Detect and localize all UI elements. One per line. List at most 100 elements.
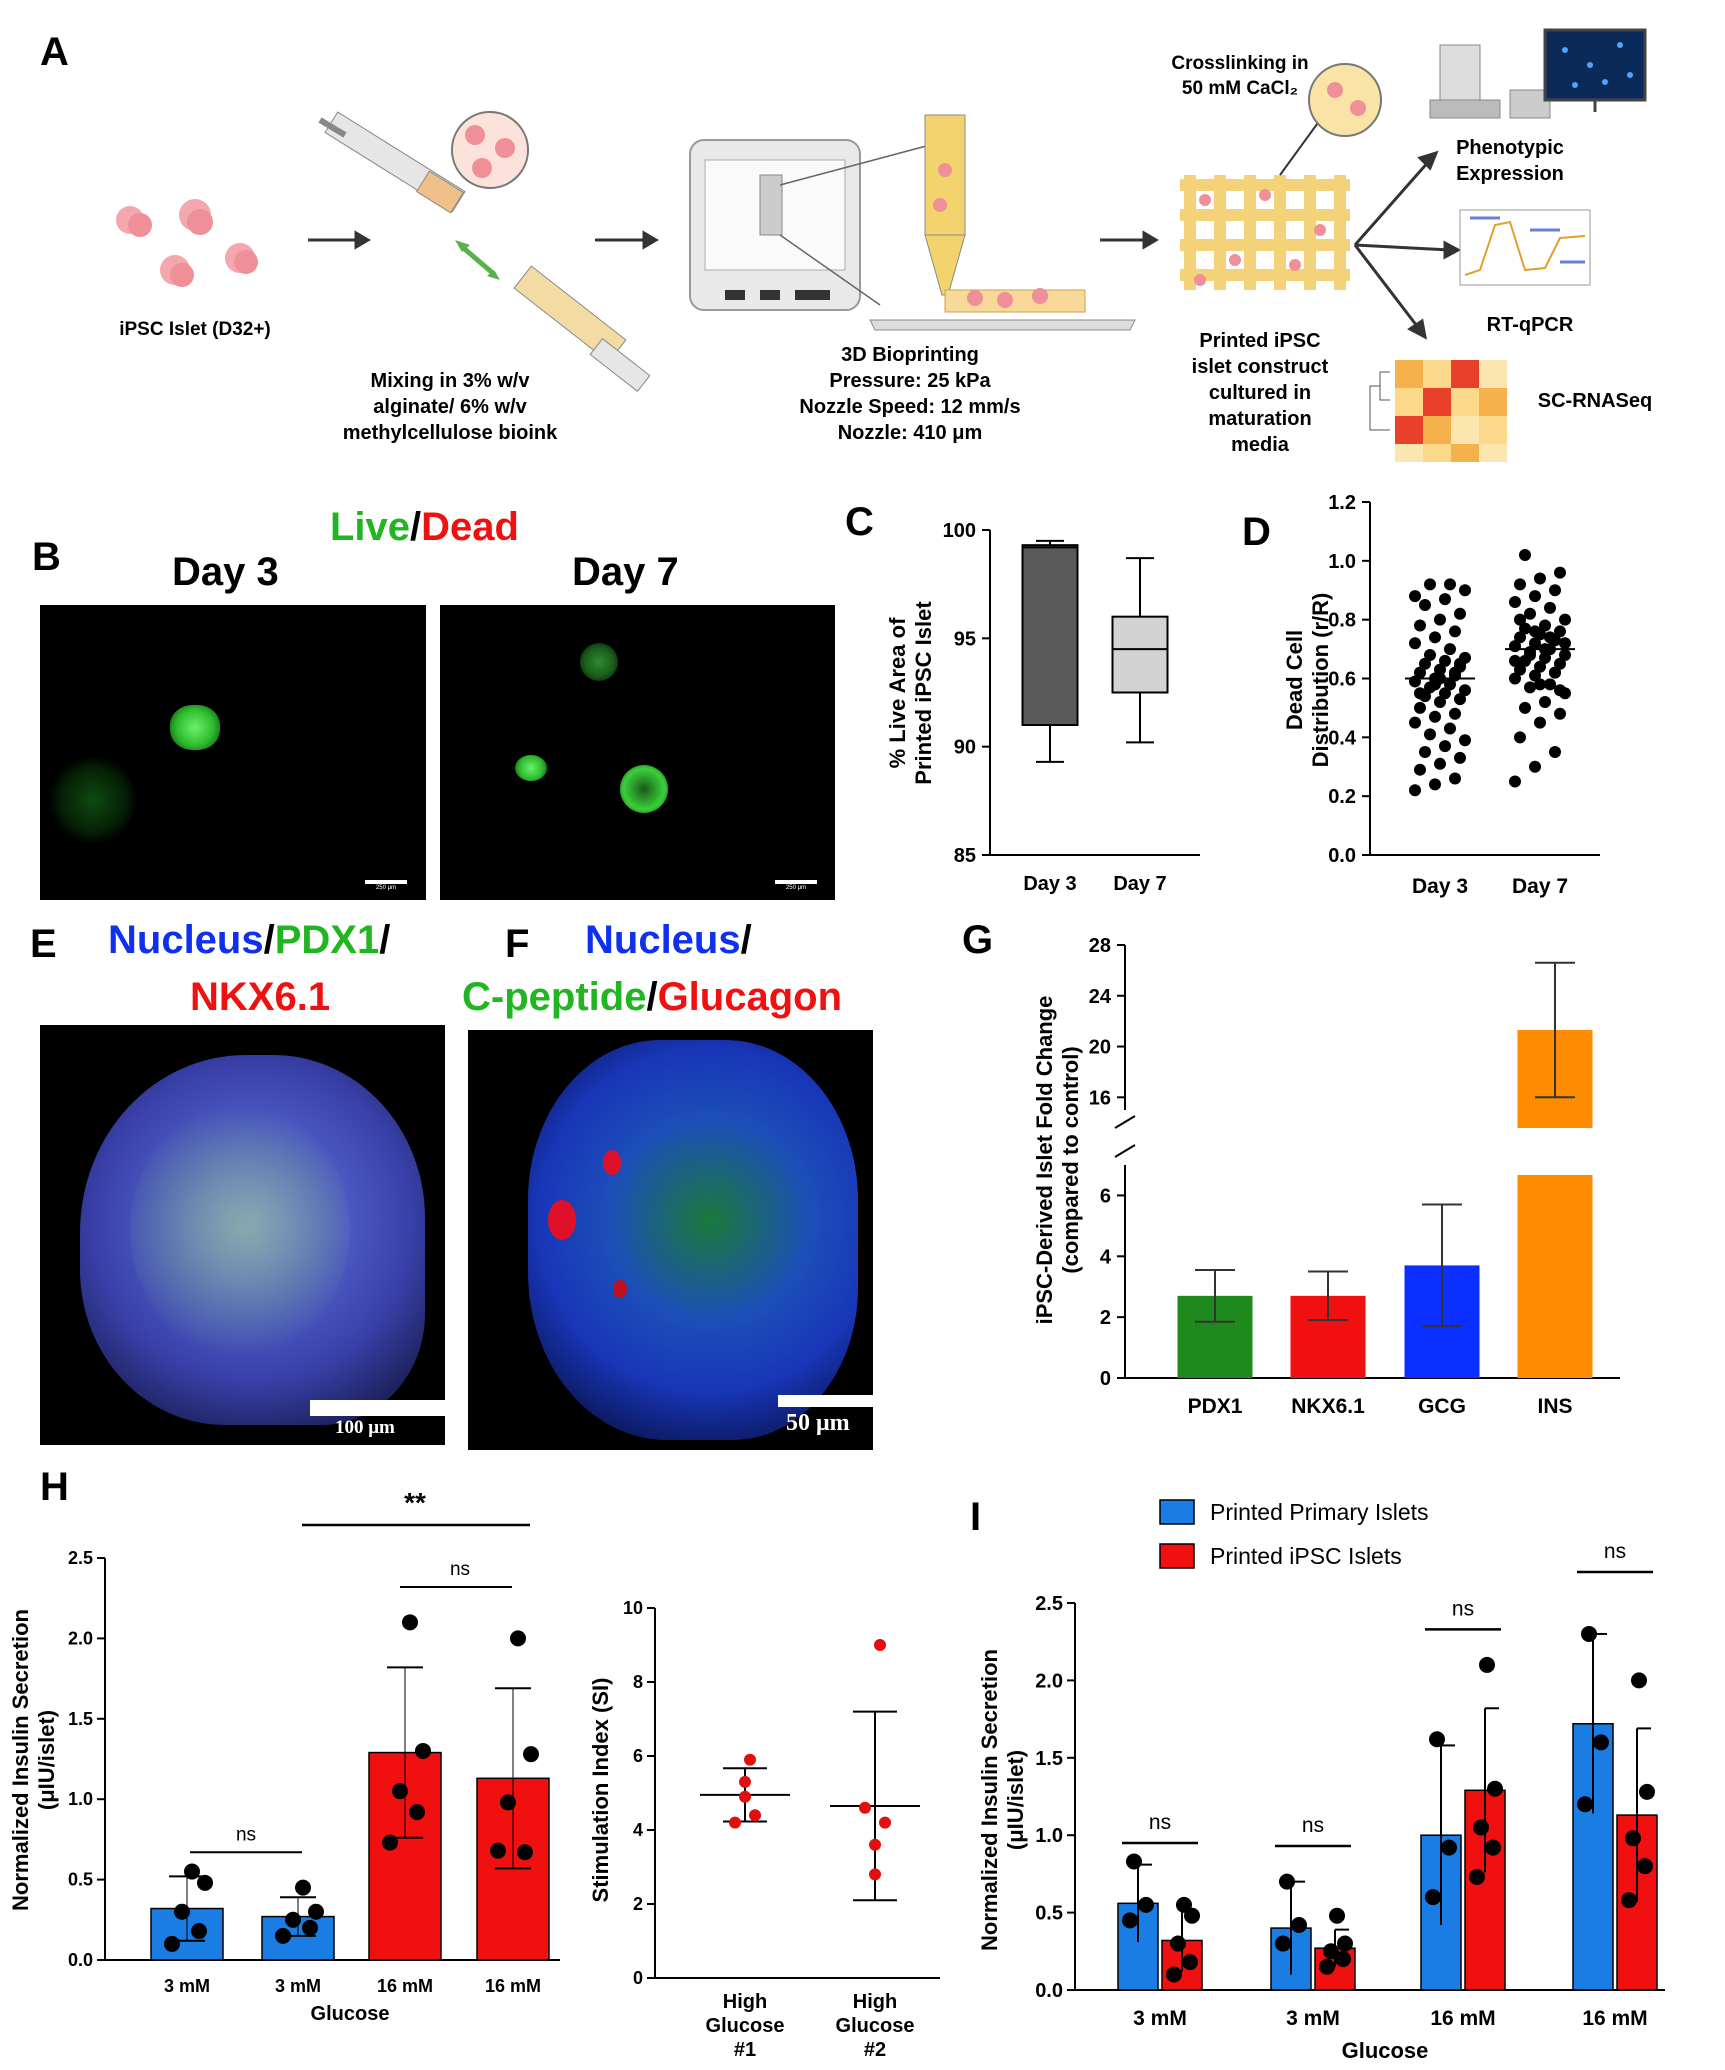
- i-point: [1337, 1935, 1353, 1952]
- e-scalebar-label: 100 μm: [335, 1417, 395, 1438]
- d-point: [1549, 746, 1561, 759]
- i-point: [1639, 1783, 1655, 1800]
- d-point: [1409, 590, 1421, 603]
- h1-point: [174, 1903, 190, 1920]
- d-point: [1449, 625, 1461, 638]
- h1-y-tick-label: 1.0: [68, 1789, 93, 1809]
- live-dead-day3-image: 250 μm: [40, 605, 426, 900]
- e-nucleus: Nucleus: [108, 918, 264, 962]
- g-bar: [1517, 1175, 1593, 1378]
- g-y-axis-label: iPSC-Derived Islet Fold Change(compared …: [1032, 996, 1083, 1325]
- printed-line-4: maturation: [1208, 408, 1312, 430]
- e-sep-2: /: [379, 918, 391, 962]
- i-point: [1621, 1892, 1637, 1909]
- panel-f-title-2: C-peptide/Glucagon: [462, 975, 842, 1020]
- title-sep: /: [410, 505, 422, 549]
- d-point: [1429, 710, 1441, 723]
- c-x-tick-label: Day 7: [1113, 873, 1166, 895]
- d-point: [1544, 678, 1556, 691]
- f-cpeptide: C-peptide: [462, 975, 647, 1019]
- d-point: [1414, 701, 1426, 714]
- panel-g-label: G: [962, 918, 994, 962]
- c-box: [1021, 544, 1079, 726]
- h1-x-tick-label: 3 mM: [164, 1976, 210, 1996]
- d-point: [1529, 637, 1541, 650]
- i-y-tick-label: 0.0: [1035, 1980, 1063, 2002]
- h1-point: [302, 1919, 318, 1936]
- bioprinting-line-1: 3D Bioprinting: [841, 344, 979, 366]
- i-point: [1176, 1896, 1192, 1913]
- c-y-tick-label: 95: [954, 628, 976, 650]
- i-x-tick-label: 3 mM: [1133, 2007, 1187, 2030]
- d-point: [1454, 693, 1466, 706]
- chart-d-dead-cell-distribution: 0.0 0.2 0.4 0.6 0.8 1.0 1.2 Dead CellDistributi…: [1282, 492, 1600, 898]
- d-point: [1529, 590, 1541, 603]
- crosslink-line-2: 50 mM CaCl₂: [1181, 77, 1299, 99]
- d-point: [1509, 654, 1521, 667]
- panel-f-label: F: [505, 922, 530, 966]
- g-y-tick-label: 4: [1100, 1246, 1112, 1268]
- h2-y-tick-label: 0: [633, 1968, 643, 1988]
- f-nucleus: Nucleus: [585, 918, 741, 962]
- h1-x-tick-label: 16 mM: [377, 1976, 433, 1996]
- d-y-tick-label: 0.6: [1328, 669, 1356, 691]
- d-point: [1514, 578, 1526, 591]
- printed-scaffold-icon: [1180, 175, 1350, 290]
- h2-y-tick-label: 10: [623, 1598, 643, 1618]
- h1-point: [490, 1842, 506, 1859]
- rt-qpcr-plot-icon: [1459, 209, 1591, 286]
- h2-x-tick-label: #2: [864, 2039, 886, 2060]
- d-point: [1409, 637, 1421, 650]
- d-point: [1444, 678, 1456, 691]
- i-y-tick-label: 0.5: [1035, 1903, 1063, 1925]
- i-point: [1323, 1943, 1339, 1960]
- h1-point: [184, 1863, 200, 1880]
- panel-f-title-1: Nucleus/: [585, 918, 752, 963]
- mixing-caption: Mixing in 3% w/v alginate/ 6% w/v methyl…: [300, 368, 600, 446]
- h1-sig-label-3: **: [404, 1487, 426, 1518]
- d-point: [1544, 631, 1556, 644]
- i-point: [1291, 1916, 1307, 1933]
- i-point: [1593, 1734, 1609, 1751]
- h2-point: [744, 1753, 756, 1766]
- h1-x-tick-label: 3 mM: [275, 1976, 321, 1996]
- d-point: [1449, 707, 1461, 720]
- d-point: [1529, 625, 1541, 638]
- g-y-tick-label: 16: [1089, 1087, 1111, 1109]
- panel-e-immunostain-image: 100 μm: [40, 1025, 445, 1445]
- microscope-icon: [1429, 44, 1551, 119]
- scalebar-label-day3: 250 μm: [375, 885, 397, 891]
- e-sep-1: /: [263, 918, 275, 962]
- i-point: [1122, 1912, 1138, 1929]
- i-point: [1485, 1839, 1501, 1856]
- d-point: [1549, 666, 1561, 679]
- bioprinting-line-4: Nozzle: 410 μm: [837, 422, 983, 444]
- sc-rnaseq-heatmap-icon: [1369, 360, 1507, 462]
- d-y-tick-label: 0.4: [1328, 727, 1357, 749]
- d-point: [1554, 684, 1566, 697]
- live-text: Live: [330, 505, 411, 549]
- d-point: [1454, 751, 1466, 764]
- d-point: [1414, 763, 1426, 776]
- i-point: [1637, 1858, 1653, 1875]
- mixing-line-3: methylcellulose bioink: [342, 422, 558, 444]
- monitor-icon: [1543, 28, 1647, 112]
- i-sig-label: ns: [1302, 1814, 1324, 1837]
- d-point: [1514, 731, 1526, 744]
- h2-x-tick-label: Glucose: [706, 2015, 785, 2037]
- d-x-tick-label: Day 3: [1412, 875, 1468, 898]
- h1-point: [164, 1935, 180, 1952]
- d-point: [1414, 666, 1426, 679]
- h1-sig-label-2: ns: [450, 1559, 470, 1580]
- i-y-axis-label: Normalized Insulin Secretion(μIU/islet): [977, 1649, 1028, 1951]
- g-y-tick-label: 2: [1100, 1307, 1111, 1329]
- i-point: [1429, 1731, 1445, 1748]
- i-legend-label: Printed Primary Islets: [1210, 1499, 1429, 1525]
- d-point: [1459, 684, 1471, 697]
- d-point: [1434, 613, 1446, 626]
- d-point: [1444, 722, 1456, 735]
- d-point: [1534, 572, 1546, 585]
- h1-point: [500, 1794, 516, 1811]
- i-point: [1138, 1896, 1154, 1913]
